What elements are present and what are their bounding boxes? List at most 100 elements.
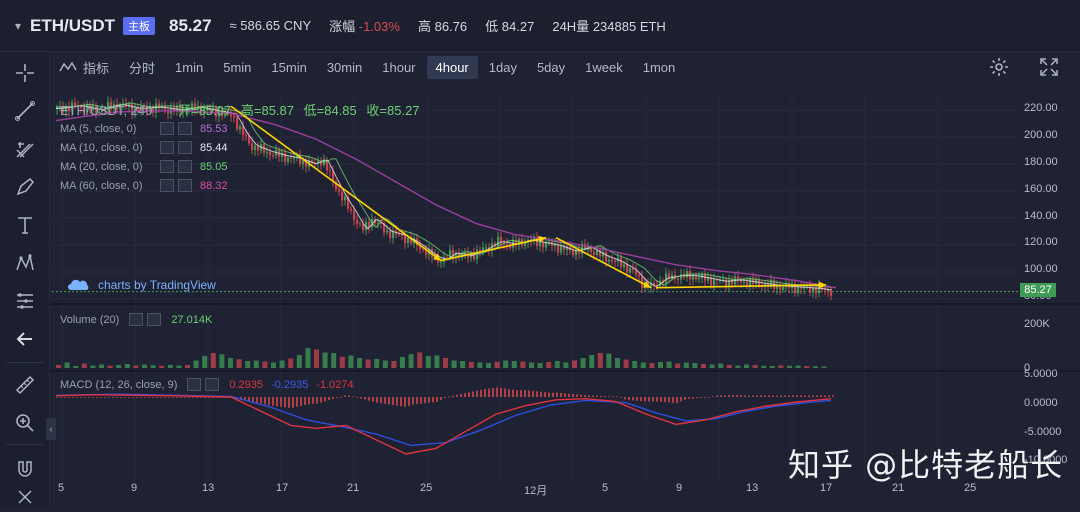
high-label: 高 [417, 19, 431, 34]
interval-option[interactable]: 1hour [382, 59, 416, 75]
close-icon[interactable] [147, 313, 162, 326]
volume-bar [417, 352, 423, 368]
macd-histogram-bar [512, 389, 514, 397]
macd-histogram-bar [464, 393, 466, 397]
price-axis[interactable]: 220.00 200.00 180.00 160.00 140.00 120.0… [1018, 92, 1080, 482]
lock-icon[interactable] [10, 482, 40, 512]
settings-icon[interactable] [160, 179, 174, 192]
magnet-icon[interactable] [10, 454, 40, 484]
macd-histogram-bar [428, 397, 430, 403]
fullscreen-icon[interactable] [1038, 56, 1060, 78]
tradingview-credit[interactable]: charts by TradingView [68, 278, 216, 292]
macd-histogram-bar [616, 396, 618, 398]
change-label: 涨幅 [329, 19, 356, 34]
close-icon[interactable] [178, 160, 192, 173]
interval-option[interactable]: 15min [271, 59, 307, 75]
macd-histogram-bar [592, 395, 594, 397]
volume-bar [339, 356, 345, 368]
macd-histogram-bar [776, 395, 778, 397]
gear-icon[interactable] [988, 56, 1010, 78]
interval-option[interactable]: 1week [585, 59, 623, 75]
candle-body [695, 276, 698, 280]
volume-bar [150, 365, 156, 368]
macd-histogram-bar [612, 396, 614, 398]
interval-option[interactable]: 30min [326, 59, 363, 75]
macd-histogram-bar [644, 397, 646, 402]
candle-body [377, 222, 380, 224]
macd-histogram-bar [140, 397, 142, 398]
ma-legend-row: MA (5, close, 0) 85.53 [60, 119, 420, 138]
candle-body [611, 259, 614, 261]
macd-histogram-bar [404, 397, 406, 407]
brush-icon[interactable] [10, 172, 40, 202]
settings-icon[interactable] [160, 141, 174, 154]
macd-histogram-bar [632, 397, 634, 401]
price-axis-tick: 120.00 [1024, 236, 1058, 248]
close-icon[interactable] [178, 141, 192, 154]
settings-icon[interactable] [129, 313, 144, 326]
indicators-button[interactable]: 指标 [50, 54, 118, 81]
candle-body [233, 116, 236, 118]
interval-option[interactable]: 5min [223, 59, 252, 75]
pattern-icon[interactable] [10, 248, 40, 278]
toolbar-collapse-handle[interactable]: ‹ [46, 418, 56, 440]
pitchfork-icon[interactable] [10, 134, 40, 164]
candle-body [86, 104, 89, 113]
volume-bar [288, 358, 294, 368]
close-icon[interactable] [178, 122, 192, 135]
candle-body [200, 105, 203, 114]
zoom-icon[interactable] [10, 408, 40, 438]
candle-body [758, 279, 761, 287]
crosshair-icon[interactable] [10, 58, 40, 88]
settings-icon[interactable] [160, 122, 174, 135]
interval-option-active[interactable]: 4hour [426, 55, 478, 79]
ma-10-line [56, 104, 833, 291]
back-arrow-icon[interactable] [10, 324, 40, 354]
low-label: 低 [485, 19, 499, 34]
time-axis[interactable]: 5 9 13 17 21 25 12月 5 9 13 17 21 25 [52, 482, 1018, 498]
ma-value: 85.44 [200, 141, 228, 154]
close-icon[interactable] [178, 179, 192, 192]
interval-option[interactable]: 分时 [129, 60, 156, 76]
candle-body [65, 106, 68, 113]
chevron-down-icon[interactable]: ▾ [14, 18, 22, 33]
candle-body [293, 157, 296, 159]
interval-option[interactable]: 1mon [642, 59, 676, 75]
volume-bar [460, 361, 466, 368]
settings-icon[interactable] [160, 160, 174, 173]
volume-bar [331, 353, 337, 368]
price-chart[interactable] [52, 92, 1018, 482]
trend-line-icon[interactable] [10, 96, 40, 126]
candle-body [635, 269, 638, 275]
candle-body [110, 101, 113, 110]
candle-body [164, 106, 167, 110]
volume-bar [778, 365, 784, 368]
candle-body [464, 252, 467, 254]
cny-price: ≈ 586.65 CNY [229, 18, 312, 33]
ruler-icon[interactable] [10, 370, 40, 400]
macd-histogram-bar [496, 387, 498, 397]
macd-pane-title: MACD (12, 26, close, 9) [60, 378, 178, 391]
volume-bar [606, 353, 612, 368]
candle-body [80, 106, 83, 108]
macd-histogram-bar [304, 397, 306, 405]
macd-histogram-bar [100, 397, 102, 398]
current-price-tag: 85.27 [1020, 283, 1056, 297]
macd-histogram-bar [368, 397, 370, 401]
toolbar-divider [6, 362, 44, 363]
interval-option[interactable]: 5day [536, 59, 566, 75]
pair-name[interactable]: ETH/USDT [30, 15, 115, 35]
fib-icon[interactable] [10, 286, 40, 316]
macd-histogram-bar [112, 397, 114, 398]
close-icon[interactable] [205, 378, 220, 391]
macd-histogram-bar [320, 397, 322, 403]
volume-bar [236, 359, 242, 368]
text-icon[interactable] [10, 210, 40, 240]
macd-histogram-bar [528, 390, 530, 397]
interval-option[interactable]: 1min [175, 59, 204, 75]
interval-option[interactable]: 1day [488, 59, 517, 75]
candle-body [524, 242, 527, 246]
candle-body [83, 107, 86, 113]
settings-icon[interactable] [187, 378, 202, 391]
macd-histogram-bar [408, 397, 410, 407]
